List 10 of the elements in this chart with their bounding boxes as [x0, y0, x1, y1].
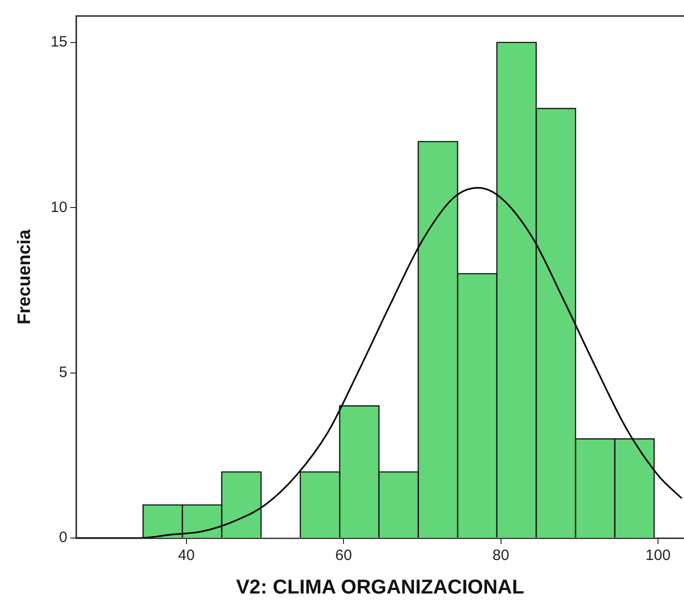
y-tick-label: 10 [50, 198, 68, 216]
x-tick-label: 80 [492, 547, 510, 564]
x-tick-label: 60 [335, 547, 352, 564]
x-tick-label: 100 [646, 547, 671, 564]
y-tick-label: 15 [50, 34, 68, 51]
y-axis-title: Frecuencia [14, 228, 34, 325]
x-tick-label: 40 [178, 547, 195, 564]
y-tick-label: 0 [58, 529, 68, 546]
x-axis-title: V2: CLIMA ORGANIZACIONAL [236, 576, 524, 599]
y-tick-label: 5 [58, 364, 68, 381]
